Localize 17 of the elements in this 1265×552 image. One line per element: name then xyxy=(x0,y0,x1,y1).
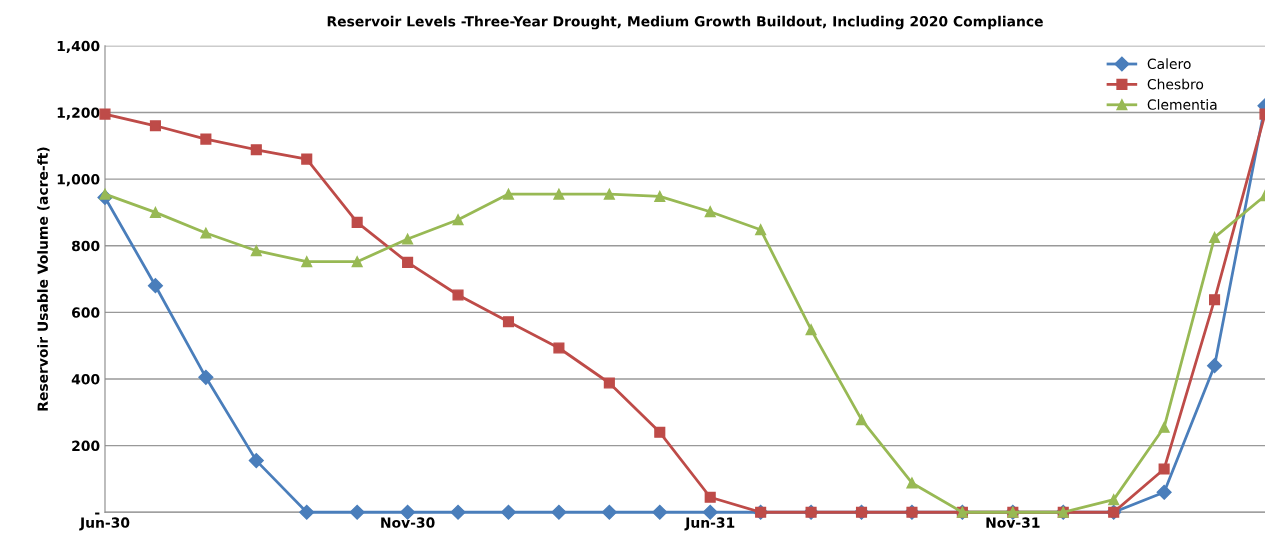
y-tick-label: 400 xyxy=(71,373,100,385)
y-tick-label: 1,200 xyxy=(57,107,100,120)
y-tick-label: - xyxy=(95,512,100,515)
x-tick-label: Jun-31 xyxy=(684,517,735,531)
y-tick-label: 1,400 xyxy=(57,40,100,54)
y-axis-title: Reservoir Usable Volume (acre-ft) xyxy=(37,147,50,411)
y-tick-label: 800 xyxy=(71,240,100,252)
y-tick-label: 600 xyxy=(72,307,100,318)
y-tick-label: 1,000 xyxy=(57,174,100,187)
x-tick-label: Nov-31 xyxy=(986,517,1040,528)
legend-label: Chesbro xyxy=(1147,78,1204,90)
legend-label: Clementia xyxy=(1147,99,1217,110)
y-tick-label: 200 xyxy=(72,440,100,452)
x-tick-label: Nov-30 xyxy=(381,517,435,528)
legend-label: Calero xyxy=(1147,58,1191,70)
chart-title: Reservoir Levels -Three-Year Drought, Medium Growth Buildout, Including 2020 Compliance xyxy=(327,15,1043,30)
x-tick-label: Jun-30 xyxy=(79,517,130,531)
